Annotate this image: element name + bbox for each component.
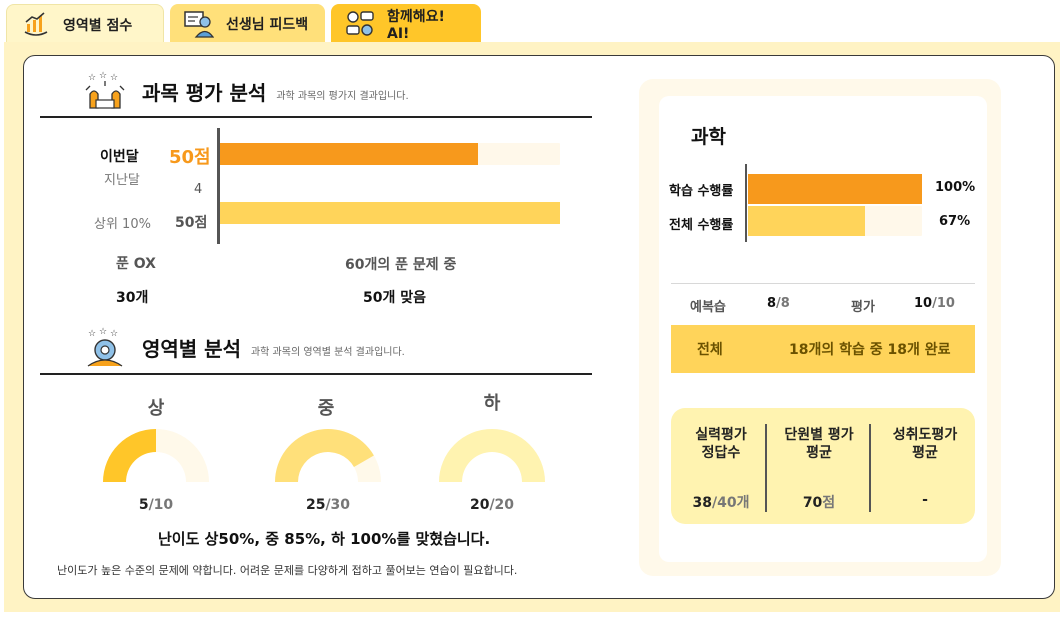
- level-mid-label: 중: [317, 398, 335, 419]
- stats-box: 실력평가 정답수 단원별 평가 평균 성취도평가 평균 38/40개 70점 -: [671, 408, 975, 524]
- stat-unit-value: 70점: [802, 495, 836, 511]
- tab-teacher-feedback[interactable]: 선생님 피드백: [170, 4, 325, 44]
- stat-achievement-label: 성취도평가 평균: [892, 427, 958, 461]
- brain-gear-icon: ☆ ☆ ☆: [87, 327, 123, 367]
- report-card: ☆ ☆ ☆ 과목 평가 분석 과학 과목의 평가지 결과입니다. 이번달 50점…: [23, 55, 1055, 599]
- last-month-value: 4: [194, 182, 203, 197]
- stat-divider: [869, 424, 871, 512]
- evaluation-desc: 과학 과목의 평가지 결과입니다.: [276, 90, 409, 102]
- eval-count: 10/10: [914, 296, 955, 311]
- level-high-label: 상: [147, 398, 165, 419]
- level-high-score: 5/10: [138, 497, 174, 513]
- top10-label: 상위 10%: [94, 217, 151, 232]
- correct-label: 50개 맞음: [363, 290, 426, 306]
- tab-domain-score[interactable]: 영역별 점수: [6, 4, 164, 44]
- level-low-score: 20/20: [469, 497, 515, 513]
- svg-text:☆: ☆: [99, 327, 107, 337]
- top10-bar: [220, 202, 560, 224]
- problems-label: 60개의 푼 문제 중: [345, 257, 457, 273]
- review-count: 8/8: [767, 296, 790, 311]
- divider: [40, 116, 592, 118]
- my-progress-bar: [748, 174, 922, 204]
- stat-skill-label: 실력평가 정답수: [695, 427, 747, 461]
- gauge-fill: [275, 429, 374, 482]
- stat-divider: [765, 424, 767, 512]
- my-progress-fill: [748, 174, 922, 204]
- divider: [671, 283, 975, 284]
- my-progress-label: 학습 수행률: [669, 184, 734, 199]
- this-month-bar-fill: [220, 143, 479, 165]
- review-label: 예복습: [690, 300, 726, 315]
- overall-progress-value: 67%: [939, 214, 971, 229]
- progress-axis: [745, 164, 747, 242]
- evaluation-header: ☆ ☆ ☆ 과목 평가 분석 과학 과목의 평가지 결과입니다.: [82, 70, 409, 112]
- top10-bar-fill: [220, 202, 560, 224]
- level-low-label: 하: [483, 393, 501, 414]
- svg-text:☆: ☆: [88, 329, 96, 339]
- level-high-gauge: [103, 429, 209, 482]
- domain-desc: 과학 과목의 영역별 분석 결과입니다.: [250, 346, 405, 358]
- stat-skill-value: 38/40개: [692, 495, 750, 511]
- tab-label: 함께해요! AI!: [387, 9, 445, 42]
- stat-unit-label: 단원별 평가 평균: [784, 427, 854, 461]
- overall-progress-bar: [748, 206, 922, 236]
- last-month-label: 지난달: [104, 173, 140, 188]
- svg-text:☆: ☆: [110, 73, 118, 83]
- domain-title: 영역별 분석: [142, 336, 241, 361]
- gauge-fill: [439, 429, 545, 482]
- domain-advice: 난이도가 높은 수준의 문제에 약합니다. 어려운 문제를 다양하게 접하고 풀…: [57, 564, 518, 577]
- domain-summary: 난이도 상50%, 중 85%, 하 100%를 맞혔습니다.: [158, 530, 491, 548]
- gauge-fill: [103, 429, 156, 482]
- subject-title: 과학: [691, 126, 726, 148]
- total-summary-band: 전체 18개의 학습 중 18개 완료: [671, 325, 975, 373]
- ox-label: 푼 OX: [116, 256, 156, 272]
- tab-ai-together[interactable]: 함께해요! AI!: [331, 4, 481, 44]
- svg-text:☆: ☆: [99, 71, 107, 81]
- svg-text:☆: ☆: [110, 329, 118, 339]
- domain-header: ☆ ☆ ☆ 영역별 분석 과학 과목의 영역별 분석 결과입니다.: [82, 326, 405, 368]
- ox-value: 30개: [116, 290, 149, 306]
- chart-growth-icon: [21, 10, 51, 40]
- stat-achievement-value: -: [922, 492, 928, 508]
- teacher-board-icon: [184, 9, 214, 39]
- ai-chat-icon: [345, 9, 375, 39]
- eval-label: 평가: [851, 300, 875, 315]
- total-label: 전체: [697, 342, 723, 358]
- tab-label: 선생님 피드백: [226, 17, 309, 33]
- tab-label: 영역별 점수: [63, 17, 133, 34]
- top10-score: 50점: [175, 215, 208, 231]
- content-board: ☆ ☆ ☆ 과목 평가 분석 과학 과목의 평가지 결과입니다. 이번달 50점…: [4, 42, 1060, 612]
- overall-progress-label: 전체 수행률: [669, 218, 734, 233]
- this-month-score: 50점: [169, 147, 211, 168]
- subject-panel: 과학 학습 수행률 전체 수행률 100% 67% 예복습 8/8 평가 10/…: [639, 79, 1001, 576]
- total-summary: 18개의 학습 중 18개 완료: [789, 342, 951, 358]
- level-mid-gauge: [275, 429, 381, 482]
- level-mid-score: 25/30: [305, 497, 351, 513]
- this-month-bar: [220, 143, 560, 165]
- evaluation-title: 과목 평가 분석: [142, 80, 267, 105]
- svg-text:☆: ☆: [88, 73, 96, 83]
- this-month-label: 이번달: [100, 149, 139, 165]
- applause-icon: ☆ ☆ ☆: [85, 71, 125, 109]
- my-progress-value: 100%: [935, 180, 976, 195]
- level-low-gauge: [439, 429, 545, 482]
- subject-panel-inner: 과학 학습 수행률 전체 수행률 100% 67% 예복습 8/8 평가 10/…: [659, 96, 987, 562]
- tab-bar: 영역별 점수 선생님 피드백 함께해요! AI!: [6, 4, 487, 44]
- divider: [40, 373, 592, 375]
- score-axis: [217, 128, 220, 244]
- overall-progress-fill: [748, 206, 865, 236]
